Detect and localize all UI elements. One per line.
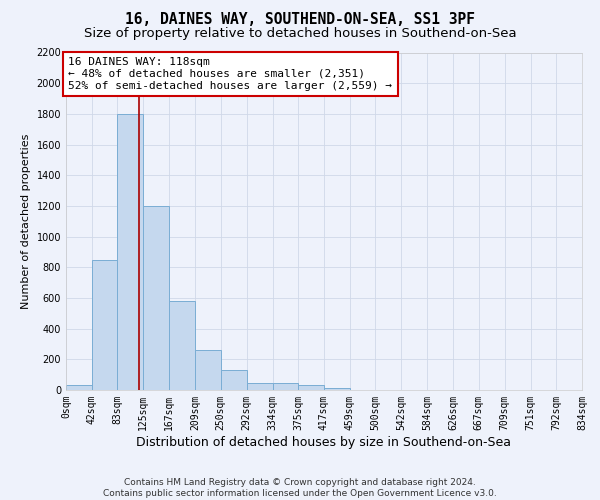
Bar [92, 260, 118, 390]
Bar [221, 370, 247, 390]
Bar [143, 206, 169, 390]
Bar [324, 388, 350, 390]
Bar [66, 386, 92, 390]
Bar [247, 383, 272, 390]
Bar [169, 301, 196, 390]
X-axis label: Distribution of detached houses by size in Southend-on-Sea: Distribution of detached houses by size … [137, 436, 511, 448]
Bar [272, 383, 298, 390]
Bar [298, 386, 324, 390]
Bar [196, 350, 221, 390]
Y-axis label: Number of detached properties: Number of detached properties [21, 134, 31, 309]
Text: Contains HM Land Registry data © Crown copyright and database right 2024.
Contai: Contains HM Land Registry data © Crown c… [103, 478, 497, 498]
Bar [118, 114, 143, 390]
Text: 16, DAINES WAY, SOUTHEND-ON-SEA, SS1 3PF: 16, DAINES WAY, SOUTHEND-ON-SEA, SS1 3PF [125, 12, 475, 28]
Text: Size of property relative to detached houses in Southend-on-Sea: Size of property relative to detached ho… [83, 28, 517, 40]
Text: 16 DAINES WAY: 118sqm
← 48% of detached houses are smaller (2,351)
52% of semi-d: 16 DAINES WAY: 118sqm ← 48% of detached … [68, 58, 392, 90]
